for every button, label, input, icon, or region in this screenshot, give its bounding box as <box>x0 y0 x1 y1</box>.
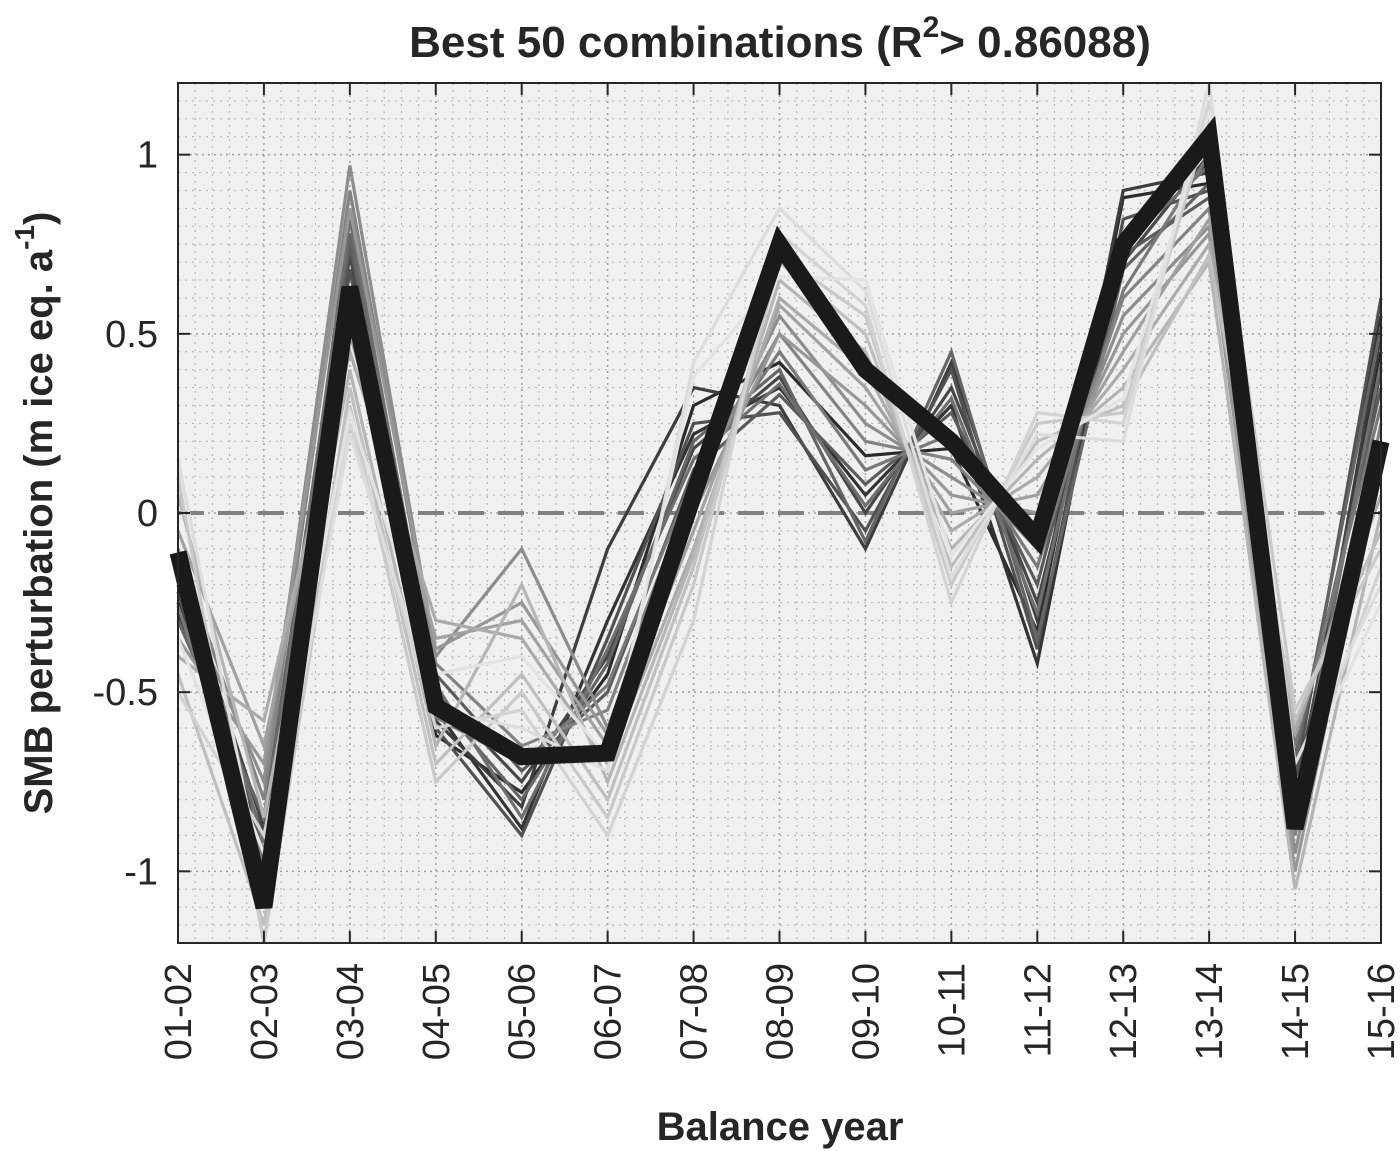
y-tick-label: -0.5 <box>93 672 158 714</box>
x-tick-label: 15-16 <box>1361 963 1400 1060</box>
chart-title-superscript: 2 <box>923 11 940 44</box>
x-tick-label: 01-02 <box>158 963 200 1060</box>
y-axis-label-superscript: -1 <box>9 225 40 250</box>
x-tick-label: 14-15 <box>1275 963 1317 1060</box>
best-fit-series-line <box>169 115 1390 910</box>
x-tick-label: 05-06 <box>502 963 544 1060</box>
y-axis-label-main: SMB perturbation (m ice eq. a <box>17 249 61 814</box>
ensemble-series-line-11 <box>176 165 1383 854</box>
x-tick-label: 07-08 <box>674 963 716 1060</box>
y-tick-label: 0 <box>137 493 158 535</box>
y-tick-label: 1 <box>137 135 158 177</box>
ensemble-series-line-20 <box>176 111 1383 860</box>
x-tick-labels: 01-02 02-03 03-04 04-05 05-06 06-07 07-08 08-09… <box>158 963 1400 1060</box>
y-tick-labels: 1 0.5 0 -0.5 -1 <box>93 135 158 894</box>
x-axis-label: Balance year <box>657 1105 904 1149</box>
x-tick-label: 04-05 <box>416 963 458 1060</box>
y-tick-label: -1 <box>124 851 158 893</box>
chart-title-main: Best 50 combinations (R <box>409 18 922 67</box>
ensemble-series-line-8 <box>176 162 1383 844</box>
x-tick-label: 03-04 <box>330 963 372 1060</box>
x-tick-label: 11-12 <box>1017 963 1059 1057</box>
x-tick-label: 09-10 <box>845 963 887 1060</box>
y-tick-label: 0.5 <box>105 314 158 356</box>
x-tick-label: 06-07 <box>588 963 630 1060</box>
x-tick-label: 10-11 <box>931 963 973 1057</box>
chart-title: Best 50 combinations (R2> 0.86088) <box>409 11 1151 67</box>
x-tick-label: 12-13 <box>1103 963 1145 1060</box>
x-tick-label: 13-14 <box>1189 963 1231 1060</box>
chart-title-suffix: > 0.86088) <box>939 18 1151 67</box>
axis-ticks <box>177 83 1382 943</box>
ensemble-series-line-12 <box>176 208 1383 872</box>
y-axis-label: SMB perturbation (m ice eq. a-1) <box>9 212 61 815</box>
x-tick-label: 08-09 <box>760 963 802 1060</box>
y-axis-label-end: ) <box>17 212 61 225</box>
x-tick-label: 02-03 <box>244 963 286 1060</box>
